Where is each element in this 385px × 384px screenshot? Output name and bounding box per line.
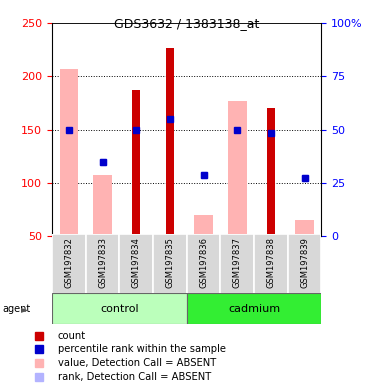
Text: value, Detection Call = ABSENT: value, Detection Call = ABSENT [58,358,216,368]
Bar [93,175,112,236]
Text: control: control [100,304,139,314]
Text: rank, Detection Call = ABSENT: rank, Detection Call = ABSENT [58,372,211,382]
Text: ►: ► [21,304,28,314]
Bar [194,215,213,236]
Text: percentile rank within the sample: percentile rank within the sample [58,344,226,354]
Bar [295,220,314,236]
Bar [85,234,119,294]
Bar [187,293,321,324]
Text: GSM197834: GSM197834 [132,237,141,288]
Bar [153,234,187,294]
Text: GSM197838: GSM197838 [266,237,275,288]
Text: GSM197837: GSM197837 [233,237,242,288]
Bar [220,234,254,294]
Text: cadmium: cadmium [228,304,280,314]
Text: GSM197833: GSM197833 [98,237,107,288]
Bar [132,90,141,236]
Bar [119,234,153,294]
Text: count: count [58,331,86,341]
Bar [228,101,246,236]
Bar [52,293,187,324]
Bar [187,234,220,294]
Bar [267,108,275,236]
Text: GDS3632 / 1383138_at: GDS3632 / 1383138_at [114,17,259,30]
Text: GSM197836: GSM197836 [199,237,208,288]
Bar [254,234,288,294]
Text: agent: agent [2,304,30,314]
Bar [288,234,321,294]
Text: GSM197832: GSM197832 [64,237,73,288]
Bar [60,69,78,236]
Text: GSM197835: GSM197835 [166,237,174,288]
Bar [166,48,174,236]
Bar [52,234,85,294]
Text: GSM197839: GSM197839 [300,237,309,288]
